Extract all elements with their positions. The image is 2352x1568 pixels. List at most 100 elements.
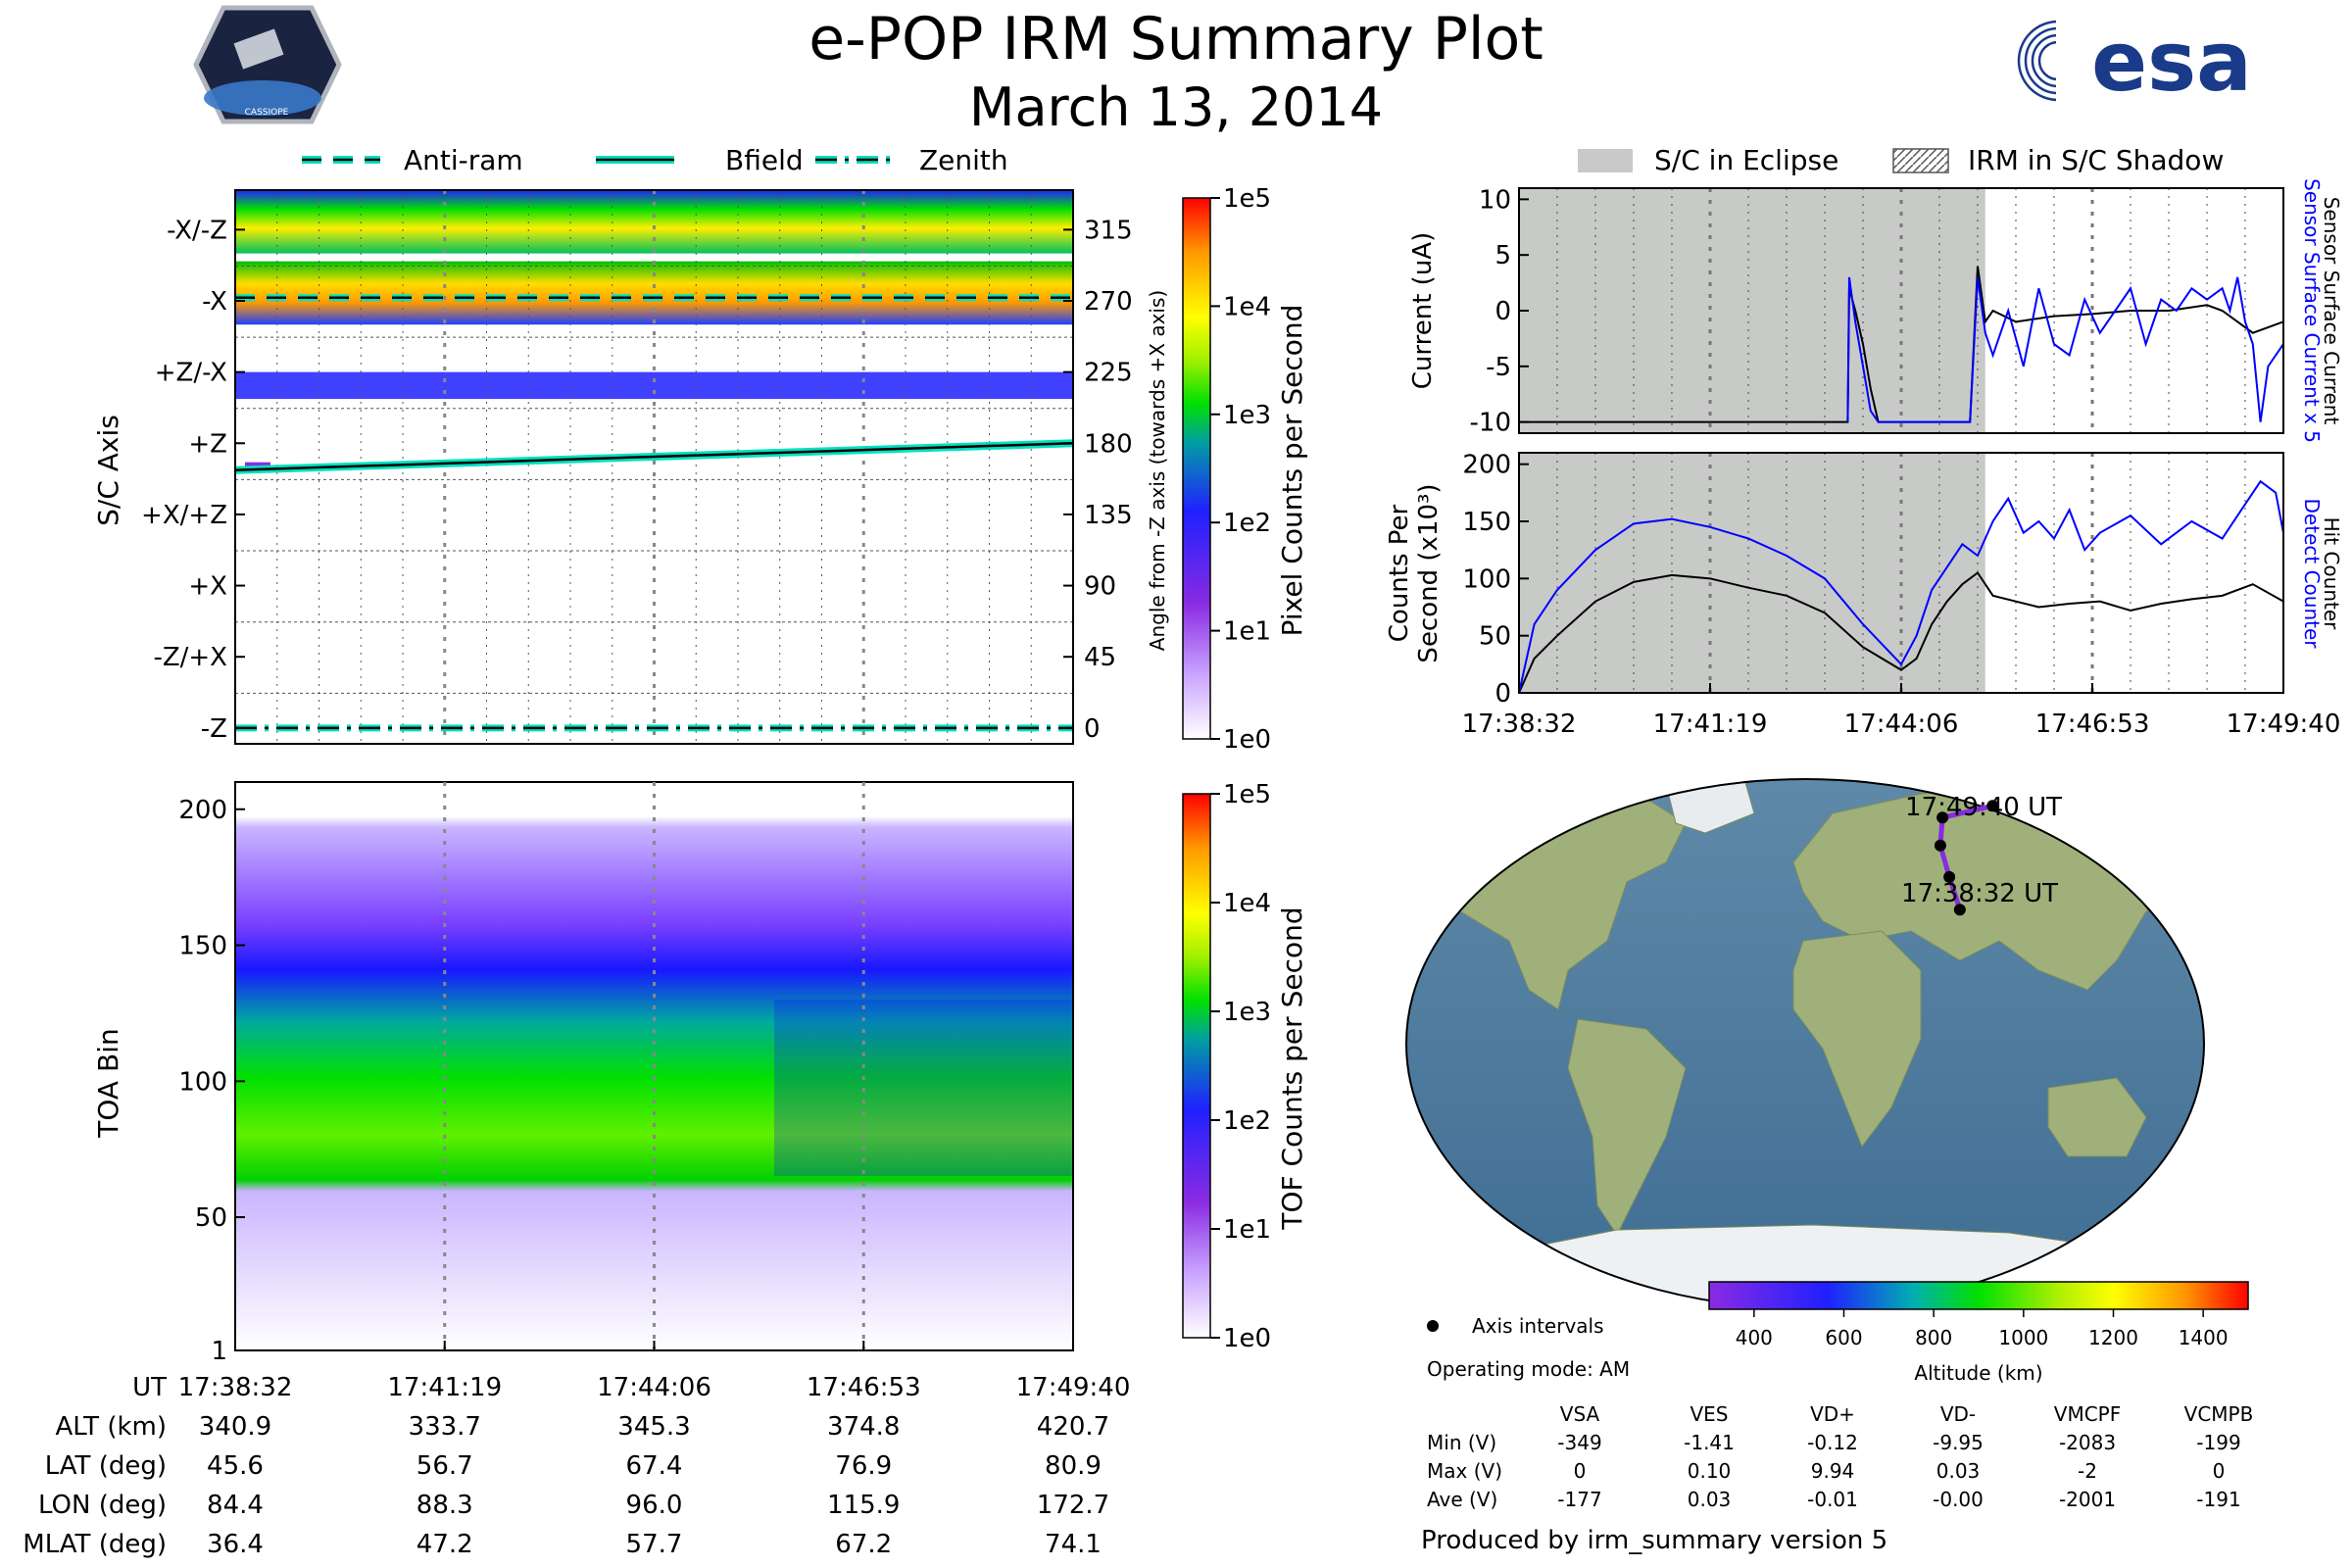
- axis-intervals-label: Axis intervals: [1472, 1314, 1604, 1338]
- voltage-cell: -2083: [2059, 1431, 2116, 1454]
- ephemeris-cell: 172.7: [1037, 1491, 1109, 1520]
- current-panel: 10 5 0 -5 -10: [1470, 185, 2284, 438]
- ephemeris-cell: 333.7: [409, 1412, 481, 1442]
- eclipse-swatch: [1578, 149, 1633, 172]
- voltage-cell: -9.95: [1933, 1431, 1984, 1454]
- pixel-right-ylabel: Angle from -Z axis (towards +X axis): [1146, 290, 1169, 651]
- pixel-frame-top: [234, 189, 1074, 745]
- voltage-col-header: VSA: [1560, 1402, 1600, 1426]
- series-1-line: [1518, 479, 2284, 694]
- tof-late-band: [774, 1000, 1073, 1176]
- series-1-line: [1846, 276, 2284, 423]
- track-point: [1953, 904, 1966, 916]
- pixel-right-tick-label: 90: [1084, 572, 1116, 602]
- ephemeris-cell: 74.1: [1045, 1530, 1102, 1559]
- counts-right-blue: Detect Counter: [2300, 499, 2324, 650]
- axis-intervals-marker: [1427, 1320, 1439, 1332]
- ephemeris-row-label: UT: [132, 1373, 167, 1402]
- altitude-tick-label: 1200: [2088, 1326, 2138, 1349]
- altitude-tick-label: 600: [1825, 1326, 1862, 1349]
- shading-legend: S/C in Eclipse IRM in S/C Shadow: [1578, 144, 2224, 176]
- voltage-col-header: VD+: [1810, 1402, 1855, 1426]
- ytick-label: 0: [1494, 679, 1511, 709]
- pixel-right-tick-label: 315: [1084, 216, 1133, 245]
- tof-ytick-label: 200: [178, 796, 227, 825]
- colorbar-tick-label: 1e5: [1223, 184, 1271, 214]
- altitude-colorbar: [1708, 1281, 2249, 1310]
- voltage-row-label: Min (V): [1427, 1431, 1496, 1454]
- ephemeris-cell: 57.7: [626, 1530, 683, 1559]
- colorbar-tick-label: 1e3: [1223, 401, 1271, 430]
- current-right-black: Sensor Surface Current: [2320, 197, 2343, 425]
- xtick-label: 17:38:32: [1462, 710, 1577, 739]
- pixel-band-2: [235, 371, 1073, 400]
- counts-right-black: Hit Counter: [2320, 517, 2343, 630]
- shadow-swatch: [1892, 148, 1949, 173]
- tof-ylabel: TOA Bin: [92, 1028, 124, 1138]
- esa-logo: esa: [2017, 14, 2252, 110]
- voltage-cell: -1.41: [1684, 1431, 1735, 1454]
- tof-ytick-label: 100: [178, 1067, 227, 1097]
- pixel-heatmap-panel: -X/-Z 315 -X 270 +Z/-X 225 +Z 180 +X/+Z 135 +X 90 -Z…: [141, 189, 1133, 745]
- track-point: [1986, 800, 1999, 812]
- ytick-label: 200: [1462, 451, 1511, 480]
- voltage-cell: -349: [1557, 1431, 1601, 1454]
- footer-note: Produced by irm_summary version 5: [1421, 1526, 1887, 1555]
- pixel-colorbar-label: Pixel Counts per Second: [1276, 305, 1308, 637]
- colorbar-tick-label: 1e4: [1223, 292, 1271, 321]
- pixel-ytick-label: -Z: [201, 714, 227, 744]
- eclipse-shade: [1519, 188, 1985, 433]
- voltage-row-label: Max (V): [1427, 1459, 1502, 1483]
- pixel-right-tick-label: 45: [1084, 643, 1116, 672]
- voltage-cell: 9.94: [1811, 1459, 1855, 1483]
- legend-shadow: IRM in S/C Shadow: [1968, 144, 2224, 176]
- counts-ylabel-1: Counts Per: [1385, 504, 1414, 642]
- track-end-label: 17:49:40 UT: [1905, 793, 2062, 822]
- pixel-right-tick-label: 0: [1084, 714, 1101, 744]
- eclipse-shade: [1519, 453, 1985, 693]
- orbit-track: [1934, 800, 1999, 916]
- pixel-ytick-label: -X/-Z: [167, 216, 227, 245]
- page-title: e-POP IRM Summary Plot: [808, 5, 1544, 74]
- ephemeris-cell: 45.6: [207, 1451, 264, 1481]
- voltage-cell: -177: [1557, 1488, 1601, 1511]
- ephemeris-cell: 96.0: [626, 1491, 683, 1520]
- land-africa: [1792, 930, 1922, 1149]
- pixel-colorbar-ticks: 1e5 1e4 1e3 1e2 1e1 1e0: [1210, 184, 1271, 755]
- ephemeris-cell: 374.8: [827, 1412, 900, 1442]
- tof-colorbar-ticks: 1e5 1e4 1e3 1e2 1e1 1e0: [1210, 780, 1271, 1353]
- pixel-right-tick-label: 225: [1084, 359, 1133, 388]
- tof-colorbar-label: TOF Counts per Second: [1276, 906, 1308, 1230]
- bfield-line: [234, 442, 1074, 471]
- ytick-label: 150: [1462, 508, 1511, 537]
- voltage-col-header: VCMPB: [2184, 1402, 2254, 1426]
- legend-bfield: Bfield: [725, 144, 804, 176]
- voltage-cell: 0.10: [1688, 1459, 1732, 1483]
- cassiope-logo: CASSIOPE: [193, 5, 342, 124]
- pixel-band-0: [235, 190, 1073, 254]
- tof-colorbar: [1182, 793, 1211, 1339]
- voltage-table: VSA VES VD+ VD- VMCPF VCMPB Min (V) -349 -1.41 -0…: [1427, 1402, 2253, 1511]
- ytick-label: -5: [1486, 353, 1511, 382]
- altitude-tick-label: 1000: [1998, 1326, 2048, 1349]
- altitude-tick-label: 1400: [2179, 1326, 2229, 1349]
- xtick-label: 17:46:53: [2035, 710, 2150, 739]
- voltage-cell: -0.00: [1933, 1488, 1984, 1511]
- operating-mode: Operating mode: AM: [1427, 1357, 1630, 1381]
- ytick-label: 10: [1479, 185, 1511, 215]
- pixel-colorbar: [1182, 197, 1211, 740]
- ephemeris-cell: 36.4: [207, 1530, 264, 1559]
- pixel-ytick-label: +Z: [188, 429, 227, 459]
- voltage-col-header: VES: [1690, 1402, 1728, 1426]
- colorbar-tick-label: 1e3: [1223, 998, 1271, 1027]
- esa-logo-text: esa: [2091, 14, 2252, 110]
- land-australia: [2047, 1077, 2147, 1157]
- pixel-band-1: [235, 261, 1073, 325]
- altitude-tick-label: 400: [1736, 1326, 1773, 1349]
- ephemeris-cell: 67.2: [835, 1530, 892, 1559]
- pixel-ylabel: S/C Axis: [92, 415, 124, 526]
- voltage-cell: 0.03: [1936, 1459, 1981, 1483]
- pixel-ytick-label: +X: [188, 572, 227, 602]
- altitude-colorbar-ticks: 400 600 800 1000 1200 1400: [1736, 1309, 2229, 1349]
